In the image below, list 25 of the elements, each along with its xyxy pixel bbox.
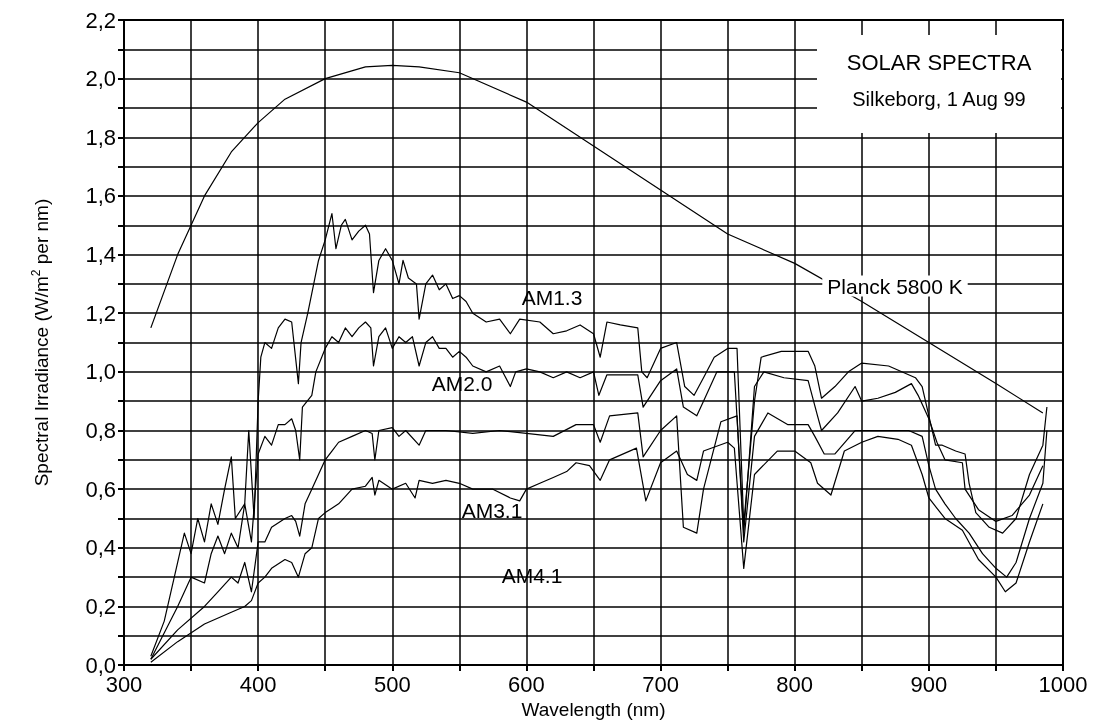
x-tick-label: 600: [508, 671, 545, 697]
x-tick-label: 500: [373, 671, 411, 697]
y-tick-label: 1,4: [85, 242, 116, 268]
y-tick-label: 0,8: [85, 418, 116, 444]
annotation: Planck 5800 K: [827, 274, 963, 298]
y-tick-label: 0,2: [85, 593, 116, 619]
annotation: AM3.1: [461, 498, 523, 522]
y-tick-label: 2,0: [85, 66, 116, 92]
y-tick-label: 0,4: [85, 535, 116, 561]
x-tick-label: 400: [239, 671, 277, 697]
x-tick-label: 900: [910, 671, 948, 697]
text: SOLAR SPECTRA: [846, 49, 1032, 75]
y-tick-label: 1,0: [85, 359, 116, 385]
y-tick-label: 1,6: [85, 183, 116, 209]
x-tick-label: 700: [642, 671, 679, 697]
y-tick-label: 0,0: [85, 652, 116, 678]
x-tick-label: 800: [776, 671, 814, 697]
y-tick-label: 1,8: [85, 124, 116, 150]
y-axis-title: Spectral Irradiance (W/m2 per nm): [29, 198, 52, 487]
y-tick-label: 2,2: [85, 7, 116, 33]
text: Silkeborg, 1 Aug 99: [852, 88, 1026, 110]
x-tick-label: 1000: [1038, 671, 1088, 697]
x-axis-title: Wavelength (nm): [521, 699, 666, 720]
y-tick-label: 1,2: [85, 300, 116, 326]
y-tick-label: 0,6: [85, 476, 116, 502]
